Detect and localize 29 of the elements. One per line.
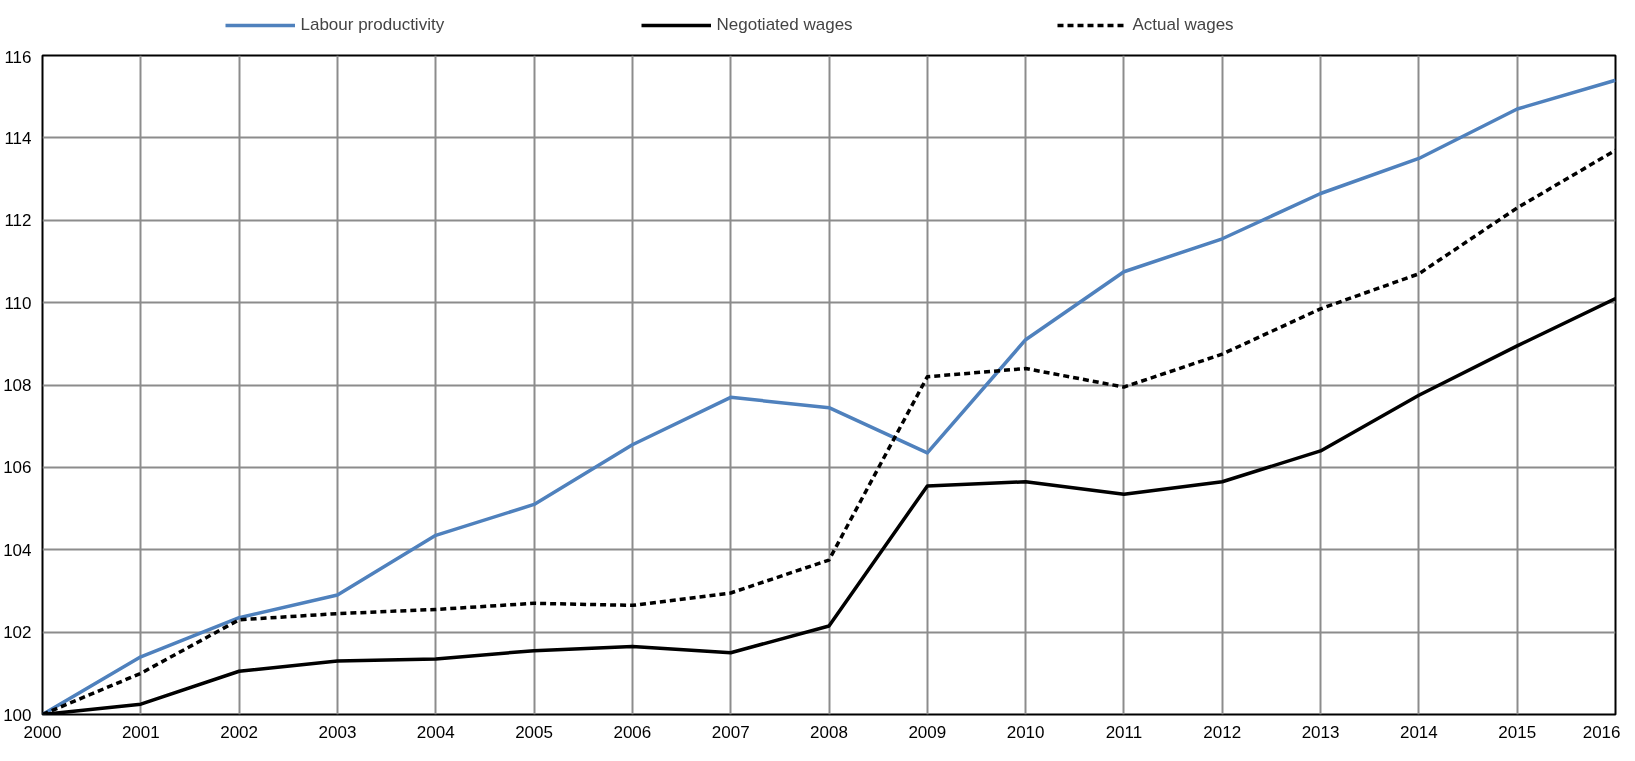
y-tick-label: 110 [4, 293, 32, 313]
y-tick-label: 100 [3, 705, 32, 725]
x-tick-label: 2016 [1582, 722, 1621, 742]
x-tick-label: 2003 [318, 722, 357, 742]
x-tick-label: 2010 [1006, 722, 1045, 742]
y-tick-label: 102 [3, 623, 32, 643]
x-tick-label: 2012 [1203, 722, 1242, 742]
x-tick-label: 2005 [515, 722, 553, 742]
x-tick-label: 2008 [810, 722, 848, 742]
y-tick-label: 114 [4, 128, 32, 148]
x-tick-label: 2009 [908, 722, 947, 742]
x-tick-label: 2006 [613, 722, 652, 742]
legend-label: Actual wages [1132, 15, 1235, 35]
x-tick-label: 2002 [220, 722, 259, 742]
y-tick-label: 116 [4, 47, 32, 67]
x-tick-label: 2011 [1105, 722, 1143, 742]
x-tick-label: 2004 [416, 722, 455, 742]
legend-label: Labour productivity [300, 15, 446, 35]
x-tick-label: 2000 [23, 722, 62, 742]
x-tick-label: 2001 [121, 722, 160, 742]
legend-label: Negotiated wages [716, 15, 854, 35]
y-tick-label: 108 [3, 376, 32, 395]
y-tick-label: 112 [4, 211, 32, 231]
y-tick-label: 106 [3, 458, 32, 478]
x-tick-label: 2007 [711, 722, 750, 742]
x-tick-label: 2014 [1399, 722, 1438, 742]
x-tick-label: 2013 [1301, 722, 1340, 742]
x-tick-label: 2015 [1498, 722, 1537, 742]
y-tick-label: 104 [3, 540, 32, 560]
